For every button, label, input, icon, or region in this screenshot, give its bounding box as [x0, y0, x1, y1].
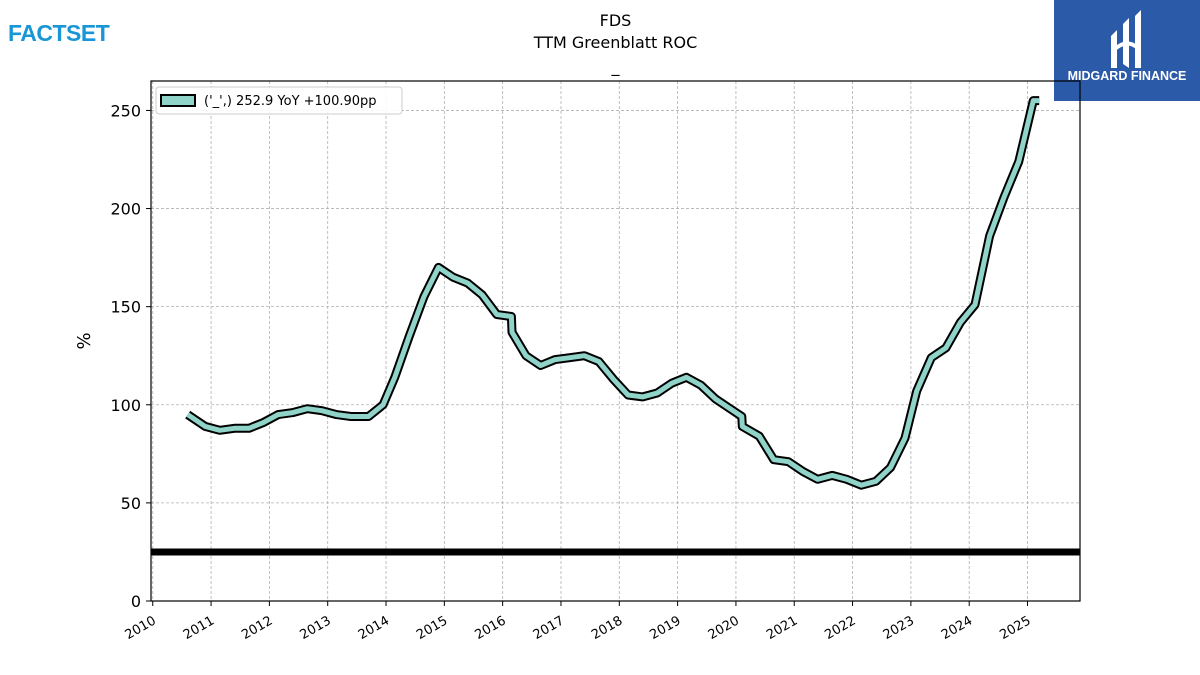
chart-title-metric: TTM Greenblatt ROC — [533, 33, 698, 52]
x-tick-label: 2018 — [589, 613, 625, 643]
y-tick-label: 50 — [121, 494, 141, 513]
x-tick-label: 2023 — [881, 613, 917, 643]
legend: ('_',) 252.9 YoY +100.90pp — [155, 86, 403, 115]
chart-title-ticker: FDS — [600, 11, 632, 30]
series-line-outline — [185, 96, 1040, 490]
series-layer — [185, 96, 1040, 490]
x-tick-label: 2025 — [997, 613, 1033, 643]
x-tick-label: 2016 — [472, 613, 508, 643]
x-tick-label: 2012 — [239, 613, 275, 643]
legend-swatch — [160, 94, 196, 107]
series-line — [186, 98, 1040, 488]
x-tick-label: 2017 — [531, 613, 567, 643]
y-axis-label: % — [74, 332, 95, 349]
axis-ticks: 2010 2011 2012 2013 2014 2015 2016 2017 2018 2019… — [110, 101, 1033, 643]
x-tick-label: 2019 — [647, 613, 683, 643]
x-tick-label: 2021 — [764, 613, 800, 643]
x-tick-label: 2024 — [939, 613, 975, 643]
x-tick-label: 2022 — [822, 613, 858, 643]
y-tick-label: 100 — [110, 396, 141, 415]
legend-box — [155, 86, 403, 115]
legend-label: ('_',) 252.9 YoY +100.90pp — [204, 94, 377, 109]
y-tick-label: 150 — [110, 298, 141, 317]
x-tick-label: 2011 — [181, 613, 217, 643]
factset-logo: FACTSET — [8, 20, 110, 46]
brand-name: MIDGARD FINANCE — [1067, 69, 1187, 83]
chart-title-subtitle: _ — [611, 57, 621, 77]
x-tick-label: 2015 — [414, 613, 450, 643]
midgard-logo-icon — [1111, 10, 1141, 68]
y-tick-label: 0 — [131, 592, 141, 611]
grid-lines — [151, 81, 1080, 602]
x-tick-label: 2013 — [298, 613, 334, 643]
plot-frame — [150, 80, 1081, 602]
x-tick-label: 2014 — [356, 613, 392, 643]
y-tick-label: 250 — [110, 101, 141, 120]
midgard-finance-brand: MIDGARD FINANCE — [1054, 0, 1200, 101]
x-tick-label: 2020 — [706, 613, 742, 643]
y-tick-label: 200 — [110, 200, 141, 219]
x-tick-label: 2010 — [123, 613, 159, 643]
